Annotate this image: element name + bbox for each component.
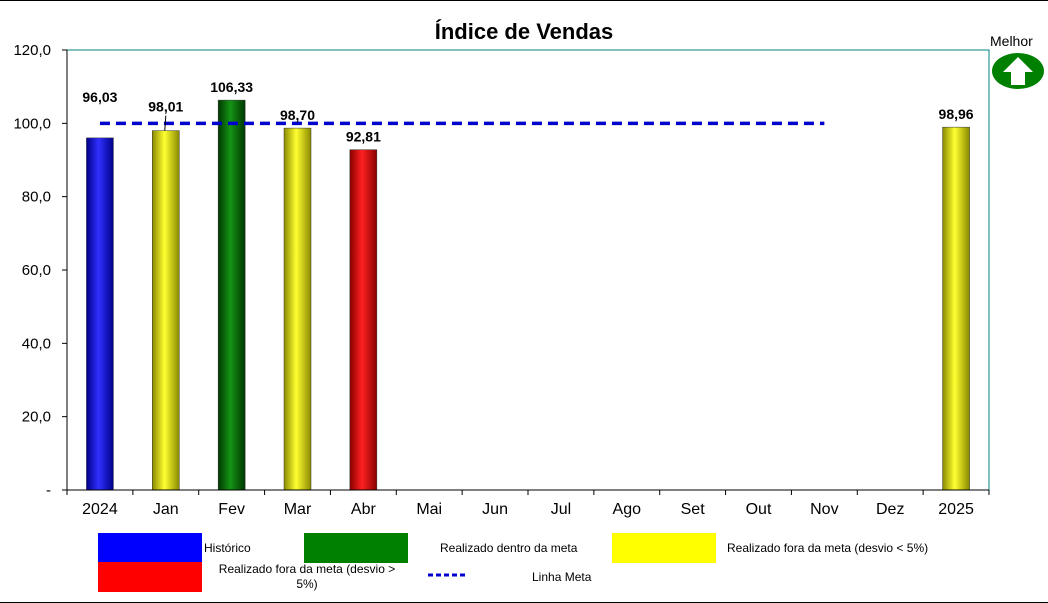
plot-area-border xyxy=(66,49,990,491)
x-tick-label: Fev xyxy=(218,501,245,518)
bar-jan xyxy=(152,130,180,491)
y-tick-label: 80,0 xyxy=(22,189,51,206)
x-tick-label: Ago xyxy=(613,501,642,518)
legend-label-dentro: Realizado dentro da meta xyxy=(440,541,578,555)
legend-swatch-dentro xyxy=(304,533,408,563)
legend-swatch-fora-lt5 xyxy=(612,533,716,563)
bar-2025 xyxy=(942,126,970,491)
y-tick-label: 100,0 xyxy=(13,115,51,132)
x-tick-label: Mar xyxy=(284,501,312,518)
legend-swatch-fora-gt5 xyxy=(98,562,202,592)
y-tick-label: 120,0 xyxy=(13,42,51,59)
x-tick-label: Jul xyxy=(551,501,571,518)
legend-label-meta-line: Linha Meta xyxy=(532,570,592,584)
legend-label-fora-lt5: Realizado fora da meta (desvio < 5%) xyxy=(727,541,929,555)
legend-label-historico: Histórico xyxy=(204,541,251,555)
bar-2024 xyxy=(86,137,114,491)
data-label: 106,33 xyxy=(210,79,253,95)
data-label: 98,01 xyxy=(148,99,183,115)
y-tick-label: 20,0 xyxy=(22,409,51,426)
bar-fev xyxy=(217,99,246,491)
better-direction-label: Melhor xyxy=(990,33,1033,49)
data-label: 96,03 xyxy=(82,89,117,105)
x-tick-label: Jun xyxy=(482,501,508,518)
y-tick-label: - xyxy=(46,482,51,499)
data-label: 92,81 xyxy=(346,129,381,145)
y-tick-label: 40,0 xyxy=(22,335,51,352)
legend-label-fora-gt5: Realizado fora da meta (desvio > 5%) xyxy=(218,562,396,591)
x-tick-label: 2024 xyxy=(82,501,118,518)
up-arrow-icon xyxy=(992,53,1044,89)
x-tick-label: Dez xyxy=(876,501,904,518)
x-tick-label: 2025 xyxy=(938,501,974,518)
bar-abr xyxy=(349,149,378,491)
data-label: 98,96 xyxy=(939,106,974,122)
legend-swatch-meta-line xyxy=(428,573,468,577)
y-tick-label: 60,0 xyxy=(22,262,51,279)
chart-title: Índice de Vendas xyxy=(435,19,614,44)
x-tick-label: Nov xyxy=(810,501,838,518)
data-label-leader xyxy=(164,115,167,131)
bar-mar xyxy=(283,127,312,491)
x-tick-label: Out xyxy=(746,501,772,518)
data-label: 98,70 xyxy=(280,107,315,123)
x-tick-label: Abr xyxy=(351,501,377,518)
x-tick-label: Mai xyxy=(416,501,442,518)
x-tick-label: Jan xyxy=(153,501,179,518)
x-tick-label: Set xyxy=(681,501,706,518)
legend-swatch-historico xyxy=(98,533,202,563)
